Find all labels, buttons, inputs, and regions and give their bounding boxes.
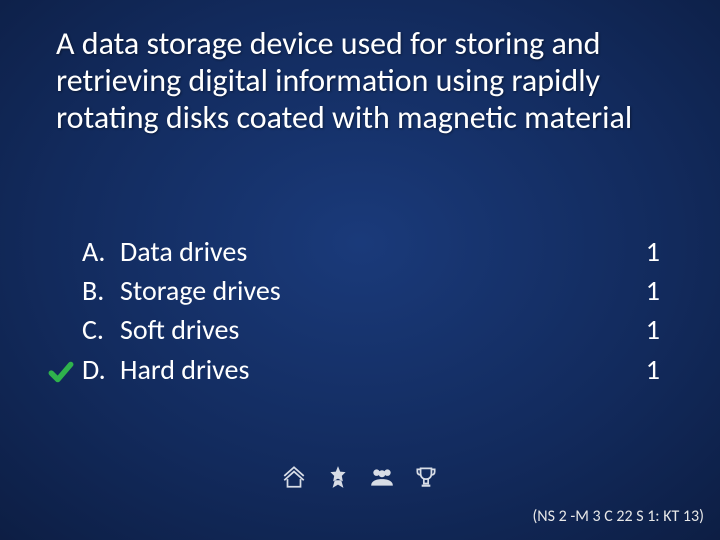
option-letter: A. xyxy=(82,232,120,271)
option-text: Hard drives xyxy=(120,350,630,389)
option-count: 1 xyxy=(630,232,660,271)
option-letter: D. xyxy=(82,350,120,389)
reference-code: (NS 2 -M 3 C 22 S 1: KT 13) xyxy=(532,507,704,526)
option-a: A. Data drives 1 xyxy=(82,232,660,271)
option-letter: C. xyxy=(82,310,120,349)
options-list: A. Data drives 1 B. Storage drives 1 C. … xyxy=(82,232,660,389)
option-d: D. Hard drives 1 xyxy=(82,350,660,389)
trophy-icon xyxy=(411,462,441,492)
check-icon xyxy=(48,356,74,382)
option-text: Soft drives xyxy=(120,310,630,349)
footer-icon-bar xyxy=(0,462,720,492)
option-c: C. Soft drives 1 xyxy=(82,310,660,349)
option-text: Storage drives xyxy=(120,271,630,310)
option-count: 1 xyxy=(630,310,660,349)
option-count: 1 xyxy=(630,271,660,310)
option-b: B. Storage drives 1 xyxy=(82,271,660,310)
question-text: A data storage device used for storing a… xyxy=(56,26,680,136)
option-text: Data drives xyxy=(120,232,630,271)
medal-icon xyxy=(323,462,353,492)
option-count: 1 xyxy=(630,350,660,389)
people-icon xyxy=(367,462,397,492)
home-icon xyxy=(279,462,309,492)
option-letter: B. xyxy=(82,271,120,310)
